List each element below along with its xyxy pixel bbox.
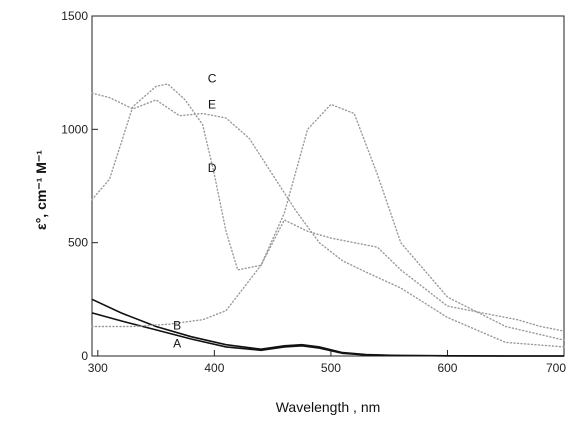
x-tick-label: 500 (321, 361, 341, 375)
plot-frame (91, 15, 565, 357)
x-axis-ticks: 300 400 500 600 700 (88, 350, 566, 375)
curve-label-b: B (173, 318, 181, 332)
y-tick-label: 500 (68, 236, 88, 250)
x-axis-label: Wavelength , nm (276, 399, 381, 415)
x-tick-label: 700 (546, 361, 566, 375)
curve-label-c: C (208, 71, 217, 85)
y-tick-label: 0 (81, 349, 88, 363)
series-line-e (91, 219, 565, 332)
series-line-d (91, 92, 565, 348)
curve-labels: AB C D E (173, 71, 217, 350)
series-group (91, 83, 565, 357)
y-tick-label: 1500 (61, 9, 88, 23)
curve-label-e: E (208, 97, 216, 111)
x-tick-label: 300 (88, 361, 108, 375)
series-line-c (91, 83, 565, 341)
x-tick-label: 400 (204, 361, 224, 375)
curve-label-a: A (173, 337, 181, 351)
curve-label-d: D (208, 161, 217, 175)
x-tick-label: 600 (437, 361, 457, 375)
y-tick-label: 1000 (61, 122, 88, 136)
series-line-b (91, 298, 564, 357)
y-axis-label: ε°, cm⁻¹ M⁻¹ (33, 150, 49, 230)
y-axis-ticks: 0 500 1000 1500 (61, 9, 98, 363)
